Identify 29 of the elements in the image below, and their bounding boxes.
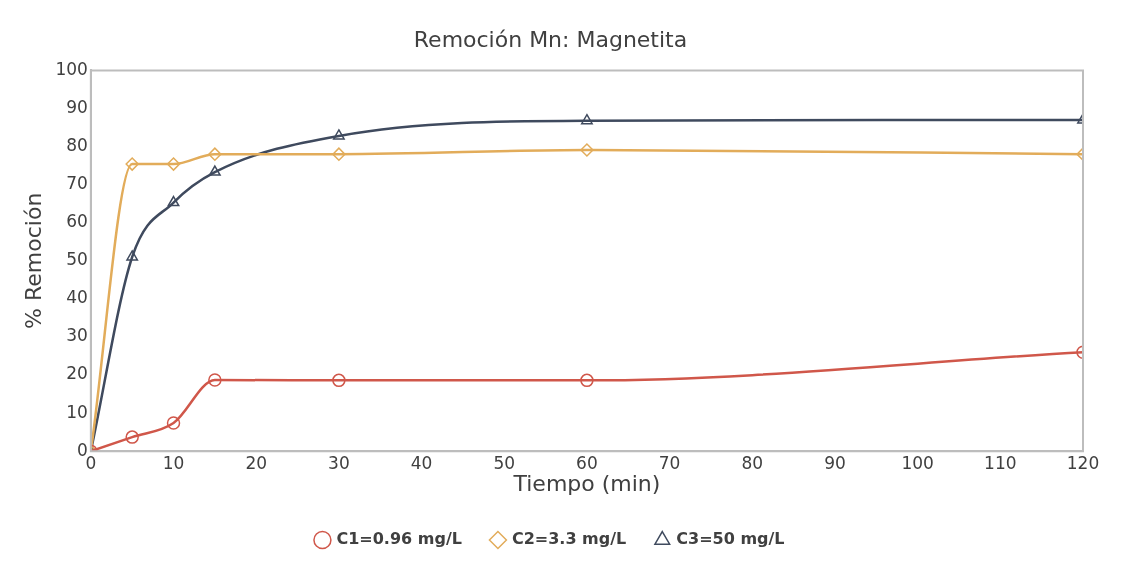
legend-label: C1=0.96 mg/L xyxy=(336,529,462,549)
y-tick-label: 30 xyxy=(66,325,88,346)
y-tick-label: 80 xyxy=(66,134,88,155)
y-tick-label: 100 xyxy=(55,58,88,79)
y-tick-label: 20 xyxy=(66,363,88,384)
y-axis-title: % Remoción xyxy=(20,192,46,329)
y-tick-label: 60 xyxy=(66,211,88,232)
chart-title: Remoción Mn: Magnetita xyxy=(413,26,688,52)
x-tick-label: 110 xyxy=(984,452,1017,473)
x-tick-label: 30 xyxy=(328,452,350,473)
legend-label: C2=3.3 mg/L xyxy=(511,529,627,549)
x-tick-label: 70 xyxy=(658,452,681,473)
x-tick-label: 80 xyxy=(741,452,764,473)
x-tick-label: 120 xyxy=(1066,452,1100,473)
x-tick-label: 20 xyxy=(245,452,268,473)
y-tick-label: 10 xyxy=(66,401,88,422)
x-tick-label: 40 xyxy=(410,452,433,473)
x-tick-label: 90 xyxy=(824,452,846,473)
y-tick-label: 40 xyxy=(66,287,88,308)
y-tick-label: 0 xyxy=(77,439,88,460)
y-tick-label: 90 xyxy=(66,96,88,117)
y-tick-label: 70 xyxy=(66,173,88,194)
x-tick-label: 60 xyxy=(576,452,598,473)
x-tick-label: 10 xyxy=(162,452,185,473)
x-tick-label: 50 xyxy=(493,452,516,473)
x-tick-label: 100 xyxy=(901,452,934,473)
legend-label: C3=50 mg/L xyxy=(676,529,785,549)
y-tick-label: 50 xyxy=(66,249,88,270)
x-axis-title: Tiempo (min) xyxy=(512,470,661,496)
